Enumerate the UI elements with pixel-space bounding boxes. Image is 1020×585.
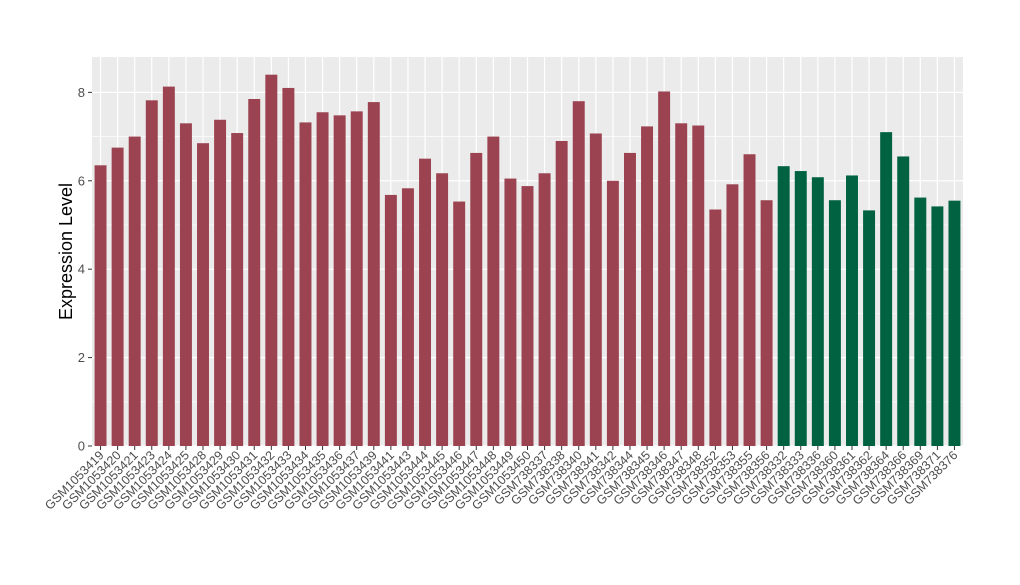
bar-GSM738366: [897, 156, 910, 447]
bar-GSM1053436: [333, 115, 346, 446]
bar-GSM738346: [658, 91, 671, 446]
bar-GSM738340: [572, 101, 585, 447]
bar-GSM1053434: [299, 122, 312, 446]
bar-GSM738347: [675, 123, 688, 446]
bar-GSM1053424: [162, 86, 175, 447]
bar-GSM738336: [811, 177, 824, 446]
x-axis: GSM1053419GSM1053420GSM1053421GSM1053423…: [42, 446, 961, 513]
bar-GSM1053449: [504, 178, 517, 446]
bar-GSM1053437: [350, 111, 363, 447]
y-tick-label: 2: [78, 350, 85, 365]
bar-GSM738369: [914, 197, 927, 446]
bar-GSM1053448: [487, 136, 500, 446]
bar-GSM738348: [692, 125, 705, 447]
bar-GSM738355: [743, 154, 756, 446]
bar-GSM738333: [794, 171, 807, 446]
bar-GSM1053447: [470, 152, 483, 446]
y-axis: 0 2 4 6 8: [78, 85, 92, 454]
bar-GSM738362: [863, 210, 876, 446]
y-tick-label: 6: [78, 173, 85, 188]
bar-GSM1053435: [316, 112, 329, 447]
bar-GSM1053423: [145, 100, 158, 446]
bar-GSM1053421: [128, 136, 141, 446]
bar-GSM1053432: [265, 74, 278, 446]
bar-GSM1053433: [282, 87, 295, 447]
y-tick-label: 4: [78, 262, 85, 277]
bar-GSM1053431: [248, 98, 261, 446]
bar-GSM738344: [623, 152, 636, 446]
y-axis-title: Expression Level: [56, 183, 76, 320]
bar-GSM738337: [538, 173, 551, 447]
bar-GSM1053420: [111, 147, 124, 446]
y-tick-label: 8: [78, 85, 85, 100]
bar-GSM1053419: [94, 165, 107, 446]
bars: [94, 74, 961, 447]
bar-GSM1053445: [436, 173, 449, 447]
bar-GSM738364: [880, 132, 893, 447]
bar-GSM738342: [606, 180, 619, 447]
bar-GSM738376: [948, 200, 961, 446]
bar-GSM1053441: [384, 194, 397, 446]
bar-GSM1053443: [401, 188, 414, 446]
bar-GSM738356: [760, 200, 773, 446]
bar-GSM738345: [641, 126, 654, 447]
bar-GSM1053450: [521, 186, 534, 446]
bar-GSM738341: [589, 133, 602, 446]
bar-GSM738338: [555, 140, 568, 446]
bar-GSM1053439: [367, 102, 380, 447]
bar-GSM738332: [777, 166, 790, 446]
bar-GSM1053444: [419, 158, 432, 446]
bar-GSM1053446: [453, 201, 466, 446]
y-tick-label: 0: [78, 439, 85, 454]
bar-GSM738361: [846, 175, 858, 446]
bar-GSM1053430: [231, 133, 244, 447]
bar-GSM738360: [828, 200, 841, 446]
bar-GSM738352: [709, 209, 722, 446]
bar-GSM738353: [726, 184, 739, 447]
bar-GSM1053429: [214, 119, 227, 447]
bar-GSM1053425: [179, 123, 192, 446]
bar-GSM1053428: [197, 143, 209, 447]
bar-GSM738371: [931, 206, 944, 446]
